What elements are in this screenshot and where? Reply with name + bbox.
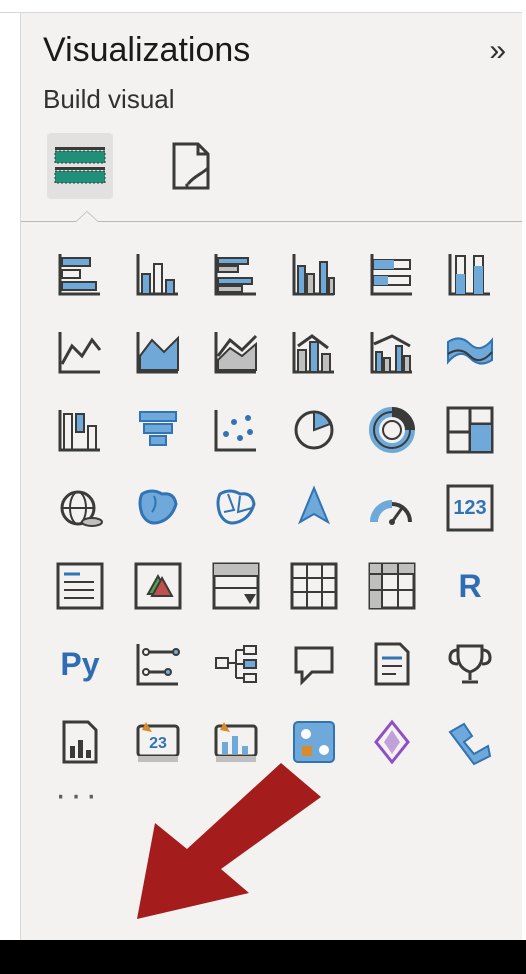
smart-narrative-icon[interactable] — [355, 627, 429, 701]
kpi-icon[interactable] — [121, 549, 195, 623]
stacked-area-chart-icon[interactable] — [199, 315, 273, 389]
power-apps-icon[interactable] — [355, 705, 429, 779]
get-more-visuals-icon[interactable] — [433, 705, 507, 779]
donut-chart-icon[interactable] — [355, 393, 429, 467]
table-icon[interactable] — [277, 549, 351, 623]
hundred-percent-bar-chart-icon[interactable] — [355, 237, 429, 311]
filled-map-icon[interactable] — [121, 471, 195, 545]
line-chart-icon[interactable] — [43, 315, 117, 389]
stacked-column-chart-icon[interactable] — [121, 237, 195, 311]
line-stacked-column-chart-icon[interactable] — [277, 315, 351, 389]
card-icon[interactable]: 123 — [433, 471, 507, 545]
build-visual-icon — [53, 143, 107, 189]
clustered-column-chart-icon[interactable] — [277, 237, 351, 311]
r-visual-icon[interactable]: R — [433, 549, 507, 623]
panel-title: Visualizations — [43, 31, 250, 70]
power-automate-alt-icon[interactable] — [199, 705, 273, 779]
python-visual-icon-label: Py — [60, 646, 99, 683]
scatter-chart-icon[interactable] — [199, 393, 273, 467]
multi-row-card-icon[interactable] — [43, 549, 117, 623]
area-chart-icon[interactable] — [121, 315, 195, 389]
funnel-chart-icon[interactable] — [121, 393, 195, 467]
waterfall-chart-icon[interactable] — [43, 393, 117, 467]
ribbon-chart-icon[interactable] — [433, 315, 507, 389]
gauge-chart-icon[interactable] — [355, 471, 429, 545]
format-visual-tab[interactable] — [159, 133, 225, 199]
panel-header: Visualizations » — [43, 31, 500, 70]
stacked-bar-chart-icon[interactable] — [43, 237, 117, 311]
tab-divider — [21, 205, 522, 227]
goals-icon[interactable] — [433, 627, 507, 701]
visualizations-panel: Visualizations » Build visual — [20, 12, 522, 940]
panel-subtitle: Build visual — [43, 84, 500, 115]
slicer-icon[interactable] — [199, 549, 273, 623]
azure-map-icon[interactable] — [277, 471, 351, 545]
collapse-panel-button[interactable]: » — [489, 34, 500, 68]
key-influencers-icon[interactable] — [121, 627, 195, 701]
matrix-icon[interactable] — [355, 549, 429, 623]
treemap-chart-icon[interactable] — [433, 393, 507, 467]
hundred-percent-column-chart-icon[interactable] — [433, 237, 507, 311]
panel-tabs — [43, 133, 500, 199]
map-icon[interactable] — [43, 471, 117, 545]
qna-icon[interactable] — [277, 627, 351, 701]
app-source-icon[interactable] — [277, 705, 351, 779]
visualization-gallery: 123 RPy — [43, 237, 500, 779]
paginated-report-icon[interactable] — [43, 705, 117, 779]
python-visual-icon[interactable]: Py — [43, 627, 117, 701]
bottom-black-bar — [0, 940, 526, 974]
build-visual-tab[interactable] — [47, 133, 113, 199]
line-clustered-column-chart-icon[interactable] — [355, 315, 429, 389]
power-automate-icon[interactable]: 23 — [121, 705, 195, 779]
svg-text:23: 23 — [149, 735, 167, 752]
shape-map-icon[interactable] — [199, 471, 273, 545]
pie-chart-icon[interactable] — [277, 393, 351, 467]
card-icon-label: 123 — [433, 471, 507, 545]
decomposition-tree-icon[interactable] — [199, 627, 273, 701]
adjacent-panel-edge — [0, 12, 21, 173]
more-visuals-button[interactable]: ··· — [43, 785, 500, 805]
format-visual-icon — [168, 140, 216, 192]
r-visual-icon-label: R — [458, 568, 481, 605]
clustered-bar-chart-icon[interactable] — [199, 237, 273, 311]
